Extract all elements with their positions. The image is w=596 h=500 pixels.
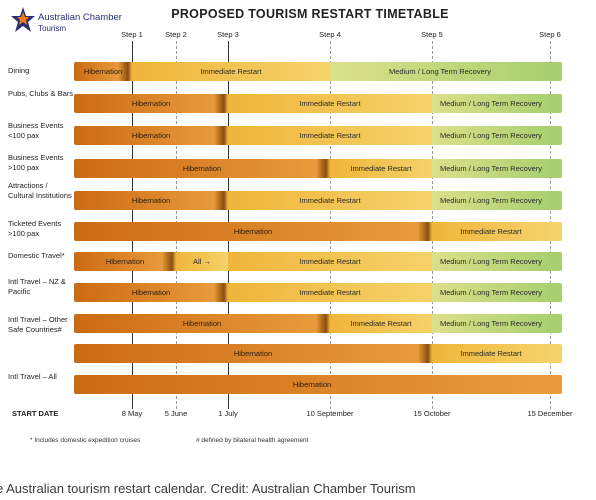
segment-label-restart: Immediate Restart bbox=[350, 319, 412, 328]
date-label-2: 5 June bbox=[164, 409, 188, 418]
segment-label-recovery: Medium / Long Term Recovery bbox=[440, 319, 542, 328]
caption: e Australian tourism restart calendar. C… bbox=[0, 481, 416, 496]
segment-label-restart: Immediate Restart bbox=[350, 164, 412, 173]
segment-label-restart: All → bbox=[193, 257, 211, 266]
timeline-bar: Hibernation Immediate Restart Medium / Lon… bbox=[74, 62, 562, 81]
segment-label-recovery: Medium / Long Term Recovery bbox=[389, 67, 491, 76]
row-label: Dining bbox=[8, 66, 30, 75]
timeline-bar: Hibernation Immediate Restart bbox=[74, 222, 562, 241]
logo: Australian Chamber Tourism bbox=[10, 6, 122, 40]
segment-label-hibernation: Hibernation bbox=[233, 227, 273, 236]
logo-line2: Tourism bbox=[38, 24, 67, 33]
timeline-bar: Hibernation Immediate Restart Medium / Lon… bbox=[74, 126, 562, 145]
segment-label-restart: Immediate Restart bbox=[299, 196, 361, 205]
segment-label-hibernation: Hibernation bbox=[292, 380, 332, 389]
logo-line1: Australian Chamber bbox=[38, 12, 122, 23]
footnote-bilateral: # defined by bilateral health agreement bbox=[196, 437, 309, 444]
segment-label-restart: Immediate Restart bbox=[200, 67, 262, 76]
segment-label-restart: Immediate Restart bbox=[299, 257, 361, 266]
timeline-bar: Hibernation Immediate Restart Medium / Lon… bbox=[74, 159, 562, 178]
segment-label-hibernation: Hibernation bbox=[182, 319, 222, 328]
row-label: Business Events >100 pax bbox=[8, 153, 64, 172]
timeline-bar: Hibernation Immediate Restart Medium / Lon… bbox=[74, 191, 562, 210]
timeline-bar: Hibernation Immediate Restart Medium / Lon… bbox=[74, 94, 562, 113]
segment-label-hibernation: Hibernation bbox=[233, 349, 273, 358]
segment-label-restart: Immediate Restart bbox=[299, 131, 361, 140]
segment-label-hibernation: Hibernation bbox=[182, 164, 222, 173]
timeline-bar: Hibernation Immediate Restart Medium / Lon… bbox=[74, 283, 562, 302]
timeline-bar: Hibernation Immediate Restart bbox=[74, 344, 562, 363]
timeline-bar: Hibernation All → Immediate Restart Medium … bbox=[74, 252, 562, 271]
step-label-1: Step 1 bbox=[121, 30, 143, 39]
timeline-bar: Hibernation bbox=[74, 375, 562, 394]
segment-label-hibernation: Hibernation bbox=[105, 257, 145, 266]
segment-label-hibernation: Hibernation bbox=[131, 288, 171, 297]
start-date-label: START DATE bbox=[12, 409, 59, 418]
segment-label-hibernation: Hibernation bbox=[131, 99, 171, 108]
footnote-expedition: * Includes domestic expedition cruises bbox=[30, 437, 141, 444]
date-label-1: 8 May bbox=[121, 409, 143, 418]
segment-label-recovery: Medium / Long Term Recovery bbox=[440, 257, 542, 266]
segment-label-restart: Immediate Restart bbox=[460, 349, 522, 358]
star-icon bbox=[11, 7, 35, 32]
segment-label-restart: Immediate Restart bbox=[299, 99, 361, 108]
segment-label-recovery: Medium / Long Term Recovery bbox=[440, 288, 542, 297]
date-label-3: 1 July bbox=[218, 409, 238, 418]
step-label-6: Step 6 bbox=[539, 30, 561, 39]
row-label: Business Events <100 pax bbox=[8, 121, 64, 140]
segment-label-hibernation: Hibernation bbox=[131, 196, 171, 205]
date-label-4: 10 September bbox=[306, 409, 354, 418]
row-label: Intl Travel – All bbox=[8, 372, 57, 381]
step-label-4: Step 4 bbox=[319, 30, 341, 39]
timeline-bar: Hibernation Immediate Restart Medium / Lon… bbox=[74, 314, 562, 333]
step-label-3: Step 3 bbox=[217, 30, 239, 39]
segment-label-recovery: Medium / Long Term Recovery bbox=[440, 196, 542, 205]
segment-label-recovery: Medium / Long Term Recovery bbox=[440, 99, 542, 108]
row-label: Intl Travel – Other Safe Countries# bbox=[8, 315, 68, 334]
row-label: Intl Travel – NZ & Pacific bbox=[8, 277, 66, 296]
row-label: Pubs, Clubs & Bars bbox=[8, 89, 74, 98]
row-label: Domestic Travel* bbox=[8, 251, 65, 260]
diagram-title: PROPOSED TOURISM RESTART TIMETABLE bbox=[171, 7, 449, 21]
segment-label-restart: Immediate Restart bbox=[460, 227, 522, 236]
row-label: Ticketed Events >100 pax bbox=[8, 219, 62, 238]
segment-label-hibernation: Hibernation bbox=[131, 131, 171, 140]
step-label-5: Step 5 bbox=[421, 30, 443, 39]
date-label-6: 15 December bbox=[527, 409, 573, 418]
segment-label-hibernation: Hibernation bbox=[83, 67, 123, 76]
date-label-5: 15 October bbox=[413, 409, 451, 418]
segment-label-restart: Immediate Restart bbox=[299, 288, 361, 297]
row-label: Attractions / Cultural Institutions bbox=[8, 181, 72, 200]
step-label-2: Step 2 bbox=[165, 30, 187, 39]
segment-label-recovery: Medium / Long Term Recovery bbox=[440, 131, 542, 140]
segment-label-recovery: Medium / Long Term Recovery bbox=[440, 164, 542, 173]
